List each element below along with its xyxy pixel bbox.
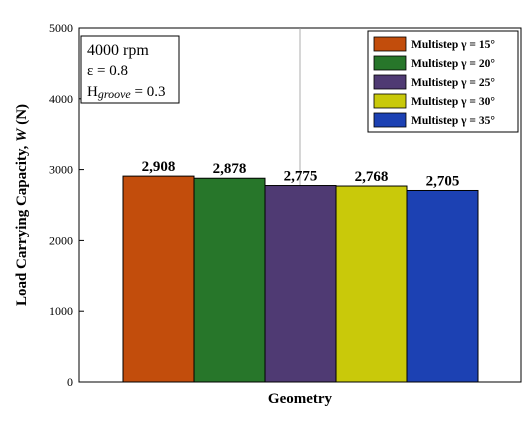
y-tick-label: 3000 [49,163,73,177]
bar [406,189,479,383]
condition-annotation: 4000 rpm ε = 0.8 Hgroove = 0.3 [80,35,180,104]
bar [122,175,195,383]
y-axis: 0 1000 2000 3000 4000 5000 [49,21,84,389]
legend-swatch [373,36,407,52]
bar [264,185,337,383]
legend-swatch [373,74,407,90]
legend: Multistep γ = 15° Multistep γ = 20° Multis… [367,30,519,133]
y-axis-title-variable: W [14,127,30,142]
annotation-box [80,35,180,104]
annotation-eccentricity: ε = 0.8 [87,63,128,79]
y-tick-label: 1000 [49,304,73,318]
y-tick-label: 5000 [49,21,73,35]
legend-swatch [373,112,407,128]
legend-entry: Multistep γ = 15° [411,39,495,51]
y-axis-title: Load Carrying Capacity, W (N) [14,104,30,306]
legend-swatch [373,93,407,109]
legend-swatch [373,55,407,71]
bar [335,185,408,383]
bar [193,177,266,383]
groove-prefix: H [87,84,98,100]
groove-value: = 0.3 [131,84,166,100]
y-axis-title-unit: (N) [14,104,30,129]
bar-value-label: 2,768 [355,169,389,185]
annotation-speed: 4000 rpm [87,42,149,59]
y-tick-label: 0 [67,375,73,389]
groove-subscript: groove [98,87,132,101]
legend-entry: Multistep γ = 20° [411,58,495,70]
bar-value-label: 2,705 [426,173,460,189]
bar-value-label: 2,908 [142,159,176,175]
bar-value-label: 2,878 [213,161,247,177]
bar-labels: 2,908 2,878 2,775 2,768 2,705 [142,159,460,189]
y-tick-label: 4000 [49,92,73,106]
annotation-groove: Hgroove = 0.3 [87,84,165,101]
y-axis-title-main: Load Carrying Capacity, [14,142,30,306]
y-tick-label: 2000 [49,233,73,247]
legend-entry: Multistep γ = 35° [411,115,495,127]
bars [122,175,479,383]
x-axis-title: Geometry [268,391,333,407]
legend-entry: Multistep γ = 30° [411,96,495,108]
bar-value-label: 2,775 [284,169,318,185]
legend-entry: Multistep γ = 25° [411,77,495,89]
